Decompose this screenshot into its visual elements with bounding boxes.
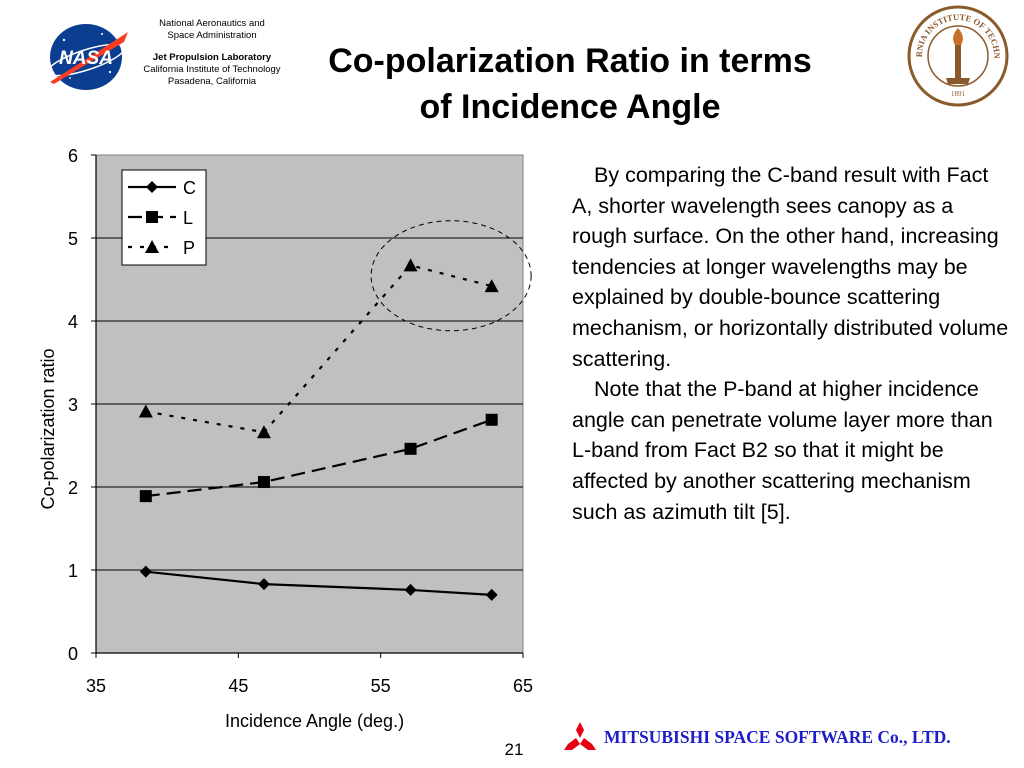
legend-marker-p — [145, 240, 159, 253]
legend-marker-l — [146, 211, 158, 223]
chart-legend: CLP — [121, 169, 207, 266]
nasa-logo: NASA — [47, 24, 128, 90]
page-number: 21 — [504, 740, 524, 759]
caltech-seal: CALIFORNIA INSTITUTE OF TECHNOLOGY 1891 — [906, 4, 1009, 107]
series-l-point — [139, 490, 152, 503]
series-p-point — [256, 425, 271, 439]
x-tick-label: 45 — [228, 676, 248, 696]
x-tick-label: 55 — [371, 676, 391, 696]
series-p-point — [138, 404, 153, 418]
y-tick-label: 0 — [68, 644, 78, 664]
series-p-line — [145, 264, 492, 434]
series-p-point — [484, 279, 499, 293]
slide-title-line-2: of Incidence Angle — [419, 88, 721, 126]
y-tick-label: 6 — [68, 146, 78, 166]
x-tick-label: 65 — [513, 676, 533, 696]
p-band-highlight-ellipse — [370, 220, 532, 332]
legend-label-c: C — [183, 178, 196, 198]
legend-label-l: L — [183, 208, 193, 228]
series-l-point — [404, 442, 417, 455]
body-text: By comparing the C-band result with Fact… — [572, 160, 1012, 527]
series-c-point — [404, 583, 417, 596]
institute-name: California Institute of Technology — [143, 64, 281, 75]
series-c-point — [485, 588, 498, 601]
company-name: MITSUBISHI SPACE SOFTWARE Co., LTD. — [604, 727, 951, 747]
series-c-point — [257, 578, 270, 591]
org-line-2: Space Administration — [167, 30, 257, 41]
y-tick-label: 4 — [68, 312, 78, 332]
mitsubishi-logo — [564, 722, 596, 750]
y-axis-label: Co-polarization ratio — [38, 348, 58, 509]
paragraph-1: By comparing the C-band result with Fact… — [572, 163, 1009, 371]
jpl-header: National Aeronautics and Space Administr… — [134, 18, 290, 88]
series-l-line — [145, 418, 493, 498]
x-axis-label: Incidence Angle (deg.) — [225, 711, 404, 731]
series-p-point — [403, 258, 418, 272]
institute-location: Pasadena, California — [167, 76, 257, 87]
slide-title-line-1: Co-polarization Ratio in terms — [328, 42, 812, 80]
y-tick-label: 2 — [68, 478, 78, 498]
series-l-point — [485, 413, 498, 426]
slide-title: Co-polarization Ratio in terms of Incide… — [270, 38, 870, 130]
series-c-point — [139, 565, 152, 578]
series-l-point — [257, 476, 270, 489]
y-tick-label: 3 — [68, 395, 78, 415]
legend-label-p: P — [183, 238, 195, 258]
lab-name: Jet Propulsion Laboratory — [152, 52, 272, 63]
nasa-logo-text: NASA — [59, 48, 113, 69]
x-tick-label: 35 — [86, 676, 106, 696]
org-line-1: National Aeronautics and — [159, 18, 265, 29]
seal-year: 1891 — [951, 90, 966, 98]
paragraph-2: Note that the P-band at higher incidence… — [572, 377, 993, 524]
legend-marker-c — [146, 181, 158, 193]
series-c-line — [145, 570, 492, 596]
y-tick-label: 5 — [68, 229, 78, 249]
y-tick-label: 1 — [68, 561, 78, 581]
